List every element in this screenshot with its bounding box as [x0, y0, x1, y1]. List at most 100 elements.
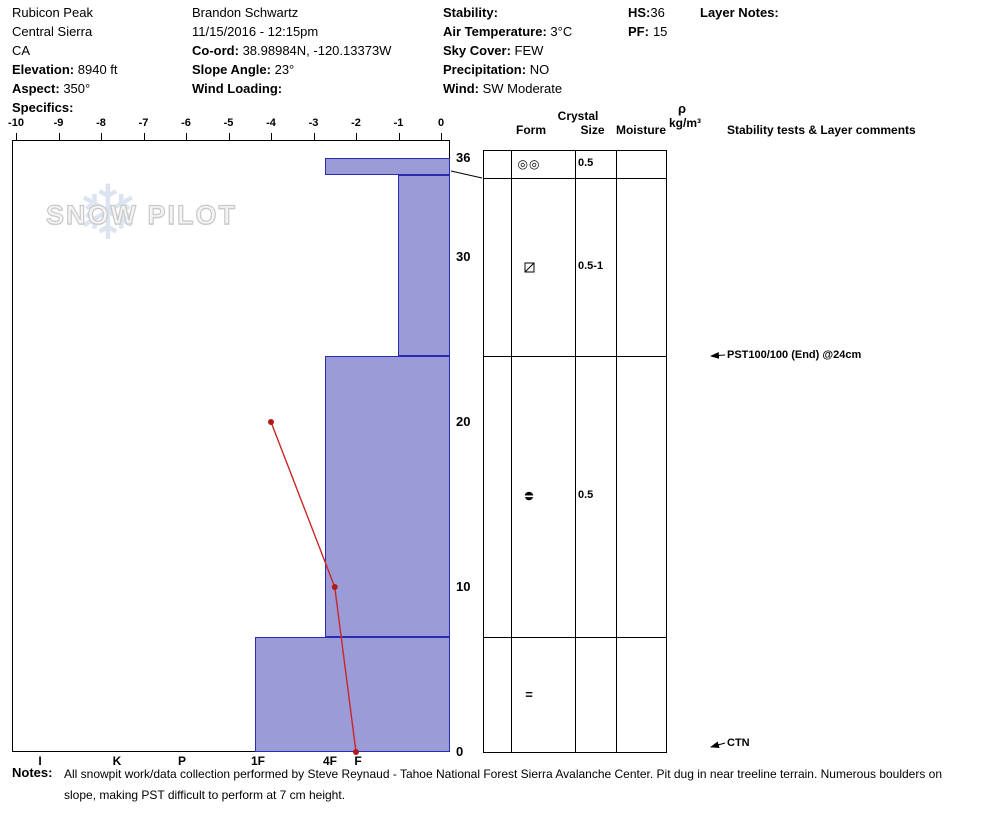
stability-label: Stability:	[443, 5, 498, 20]
depth-axis-label: 0	[456, 744, 464, 759]
coord-row: Co-ord: 38.98984N, -120.13373W	[192, 41, 391, 60]
temp-axis-tick	[313, 133, 315, 140]
depth-axis-label: 10	[456, 579, 471, 594]
temp-axis-tick	[271, 133, 272, 140]
crystal-form-icon: ◎◎	[517, 157, 541, 171]
hardness-axis-label: 1F	[250, 754, 265, 768]
observation-datetime: 11/15/2016 - 12:15pm	[192, 24, 319, 39]
pf-row: PF: 15	[628, 22, 667, 41]
pf-value: 15	[652, 24, 668, 39]
hardness-axis-label: F	[354, 754, 362, 768]
form-header: Form	[516, 123, 546, 137]
temp-axis-label: 0	[437, 117, 445, 129]
temp-axis-tick	[398, 133, 400, 140]
temp-axis-label: -5	[223, 117, 234, 129]
observer-name: Brandon Schwartz	[192, 5, 299, 20]
pf-label: PF:	[628, 24, 649, 39]
depth-axis-label: 30	[456, 249, 471, 264]
temp-axis-label: -10	[8, 117, 24, 129]
crystal-form-icon: =	[525, 686, 533, 702]
stability-annotation-text: CTN	[727, 737, 750, 749]
observer-block: Brandon Schwartz 11/15/2016 - 12:15pm Co…	[192, 3, 391, 98]
size-header: Size	[580, 123, 605, 137]
temp-axis-tick	[228, 133, 230, 140]
table-column-line	[575, 150, 576, 752]
hs-row: HS:36	[628, 3, 667, 22]
wind-loading-label: Wind Loading:	[192, 81, 283, 96]
temp-axis-label: -6	[181, 117, 191, 129]
wind-loading-row: Wind Loading:	[192, 79, 391, 98]
temp-axis-tick	[16, 133, 17, 140]
snow-layer-bar	[325, 158, 450, 175]
stability-annotation-text: PST100/100 (End) @24cm	[727, 349, 862, 361]
temp-axis-tick	[101, 133, 102, 140]
density-symbol-header: ρ	[677, 101, 687, 116]
depth-axis-label: 20	[456, 414, 471, 429]
coord-value: 38.98984N, -120.13373W	[242, 43, 392, 58]
precip-label: Precipitation:	[443, 62, 527, 77]
watermark-text: SNOW PILOT	[45, 199, 237, 230]
specifics-label: Specifics:	[12, 100, 74, 115]
hardness-axis-label: 4F	[322, 754, 337, 768]
table-row-line	[483, 356, 667, 357]
temp-axis-label: -2	[351, 117, 361, 129]
precip-row: Precipitation: NO	[443, 60, 572, 79]
hs-value: 36	[650, 5, 665, 20]
hardness-axis-label: P	[177, 754, 186, 768]
temp-axis-tick	[186, 133, 187, 140]
coord-label: Co-ord:	[192, 43, 239, 58]
sky-cover-label: Sky Cover:	[443, 43, 511, 58]
wind-row: Wind: SW Moderate	[443, 79, 572, 98]
temp-axis-label: -8	[96, 117, 106, 129]
hardness-axis-label: I	[38, 754, 42, 768]
slope-angle-row: Slope Angle: 23°	[192, 60, 391, 79]
snow-layer-bar	[398, 174, 450, 356]
notes-label: Notes:	[12, 765, 53, 780]
sky-cover-value: FEW	[514, 43, 544, 58]
sky-cover-row: Sky Cover: FEW	[443, 41, 572, 60]
density-units-header: kg/m³	[668, 116, 701, 130]
depth-axis-label: 36	[456, 150, 471, 165]
temp-axis-tick	[441, 133, 442, 140]
grain-size-value: 0.5-1	[578, 260, 604, 272]
location-block: Rubicon Peak Central Sierra CA Elevation…	[12, 3, 118, 117]
grain-size-value: 0.5	[578, 489, 594, 502]
conditions-block: Stability: Air Temperature: 3°C Sky Cove…	[443, 3, 572, 98]
precip-value: NO	[529, 62, 550, 77]
temp-axis-label: -7	[138, 117, 149, 129]
wind-label: Wind:	[443, 81, 479, 96]
location-range: Central Sierra	[12, 24, 93, 39]
temp-axis-label: -1	[393, 117, 404, 129]
moisture-header: Moisture	[615, 123, 666, 137]
table-row-line	[483, 752, 667, 753]
hardness-axis-label: K	[112, 754, 122, 768]
location-name: Rubicon Peak	[12, 5, 93, 20]
table-row-line	[483, 178, 667, 179]
aspect-row: Aspect: 350°	[12, 79, 118, 98]
stability-row: Stability:	[443, 3, 572, 22]
crystal-form-icon	[517, 259, 541, 275]
stability-tests-header: Stability tests & Layer comments	[727, 123, 916, 137]
specifics-row: Specifics:	[12, 98, 118, 117]
hs-label: HS:	[628, 5, 651, 20]
snowflake-icon: ❄	[76, 171, 140, 256]
table-row-line	[483, 636, 667, 638]
crystal-form-icon	[517, 488, 541, 504]
snow-layer-bar	[325, 356, 450, 637]
grain-size-value: 0.5	[578, 157, 594, 169]
elevation-value: 8940 ft	[77, 62, 118, 77]
notes-line-2: slope, making PST difficult to perform a…	[64, 788, 346, 802]
temp-axis-label: -4	[266, 117, 276, 129]
snow-layer-bar	[255, 636, 450, 752]
temp-axis-tick	[58, 133, 60, 140]
aspect-label: Aspect:	[12, 81, 60, 96]
table-column-line	[483, 150, 484, 752]
table-column-line	[511, 150, 512, 752]
layer-notes-block: Layer Notes:	[700, 3, 779, 22]
elevation-row: Elevation: 8940 ft	[12, 60, 118, 79]
slope-angle-label: Slope Angle:	[192, 62, 271, 77]
table-column-line	[666, 150, 667, 752]
table-column-line	[616, 150, 617, 752]
